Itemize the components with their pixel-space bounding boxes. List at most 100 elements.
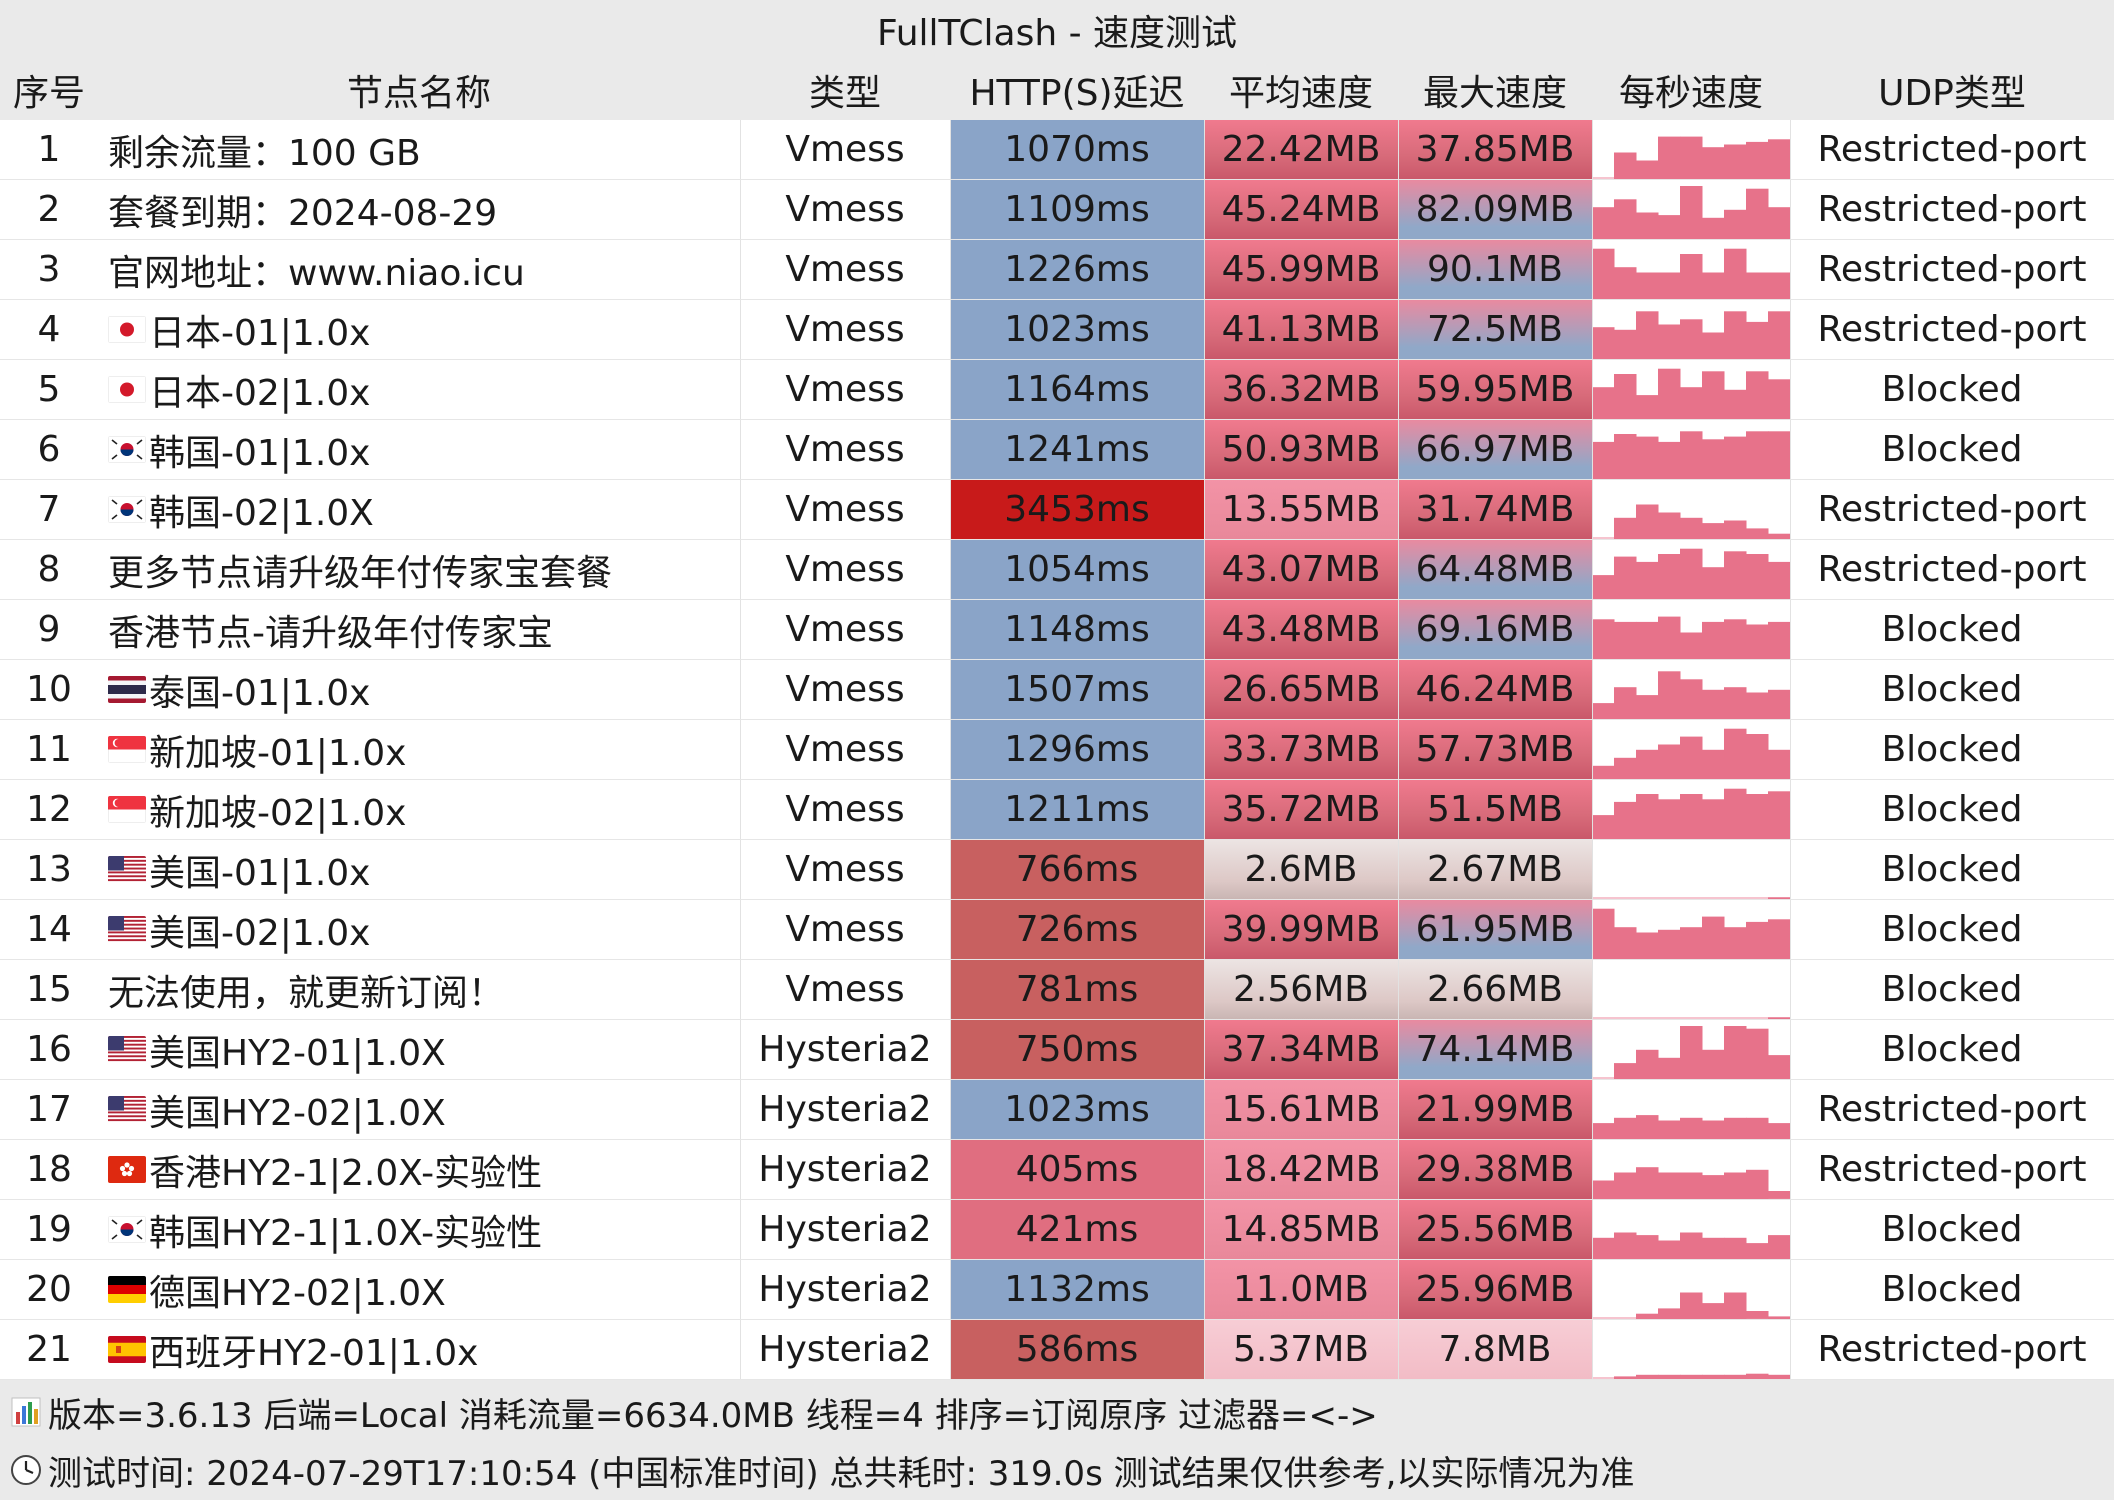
col-latency-header: HTTP(S)延迟 — [969, 73, 1185, 114]
row-divider — [0, 899, 2114, 900]
node-type: Vmess — [785, 849, 905, 890]
column-divider — [950, 1320, 951, 1380]
table-row: 17 美国HY2-02|1.0X Hysteria2 1023ms 15.61MB 21.… — [0, 1080, 2114, 1140]
sparkline-bar — [1614, 1232, 1637, 1259]
col-index-header: 序号 — [12, 73, 85, 114]
sparkline-bar — [1680, 632, 1703, 659]
sparkline-bar — [1636, 1235, 1659, 1259]
column-divider — [1398, 840, 1399, 900]
per-second-sparkline — [1592, 1232, 1790, 1259]
column-divider — [740, 540, 741, 600]
row-index: 14 — [26, 909, 72, 950]
row-divider — [0, 239, 2114, 240]
column-divider — [1398, 420, 1399, 480]
column-divider — [1204, 1020, 1205, 1080]
jp-flag-icon — [108, 376, 146, 403]
sparkline-bar — [1636, 1313, 1659, 1319]
sparkline-bar — [1702, 1120, 1725, 1139]
column-divider — [1790, 300, 1791, 360]
avg-speed-value: 45.99MB — [1204, 240, 1398, 299]
column-divider — [1592, 840, 1593, 900]
max-speed-value: 61.95MB — [1398, 900, 1592, 959]
node-name-cell: 美国-02|1.0x — [98, 900, 740, 959]
table-row: 19 韩国HY2-1|1.0X-实验性 Hysteria2 421ms 14.85MB 2… — [0, 1200, 2114, 1260]
sparkline-bar — [1658, 324, 1681, 359]
sparkline-bar — [1724, 144, 1747, 179]
window-title: FullTClash - 速度测试 — [0, 0, 2114, 60]
hk-flag-icon — [108, 1156, 146, 1183]
node-name-cell: 香港HY2-1|2.0X-实验性 — [98, 1140, 740, 1199]
max-speed-value: 51.5MB — [1398, 780, 1592, 839]
column-divider — [1204, 1320, 1205, 1380]
column-divider — [950, 720, 951, 780]
column-divider — [740, 1140, 741, 1200]
sparkline-bar — [1724, 1374, 1747, 1379]
column-divider — [1398, 720, 1399, 780]
udp-type-value: Restricted-port — [1817, 189, 2087, 230]
sparkline-bar — [1724, 619, 1747, 659]
sparkline-bar — [1614, 267, 1637, 299]
sparkline-bar — [1658, 215, 1681, 239]
node-name-cell: 美国-01|1.0x — [98, 840, 740, 899]
avg-speed-value: 41.13MB — [1204, 300, 1398, 359]
per-second-sparkline — [1592, 728, 1790, 779]
row-divider — [0, 1139, 2114, 1140]
column-divider — [1398, 240, 1399, 300]
column-divider — [950, 120, 951, 180]
sparkline-bar — [1658, 799, 1681, 839]
avg-speed-value: 2.6MB — [1204, 840, 1398, 899]
udp-type-value: Blocked — [1881, 969, 2023, 1010]
sparkline-bar — [1768, 897, 1790, 899]
node-type: Vmess — [785, 129, 905, 170]
udp-type-value: Restricted-port — [1817, 249, 2087, 290]
latency-value: 586ms — [950, 1320, 1204, 1379]
column-divider — [1204, 240, 1205, 300]
column-divider — [1398, 540, 1399, 600]
column-divider — [1790, 1020, 1791, 1080]
us-flag-icon — [108, 916, 146, 943]
sparkline-bar — [1768, 533, 1790, 539]
per-second-sparkline — [1592, 548, 1790, 599]
sparkline-bar — [1636, 1374, 1659, 1379]
latency-value: 1296ms — [950, 720, 1204, 779]
row-divider — [0, 779, 2114, 780]
latency-value: 1226ms — [950, 240, 1204, 299]
sparkline-bar — [1658, 368, 1681, 419]
sparkline-bar — [1614, 152, 1637, 179]
node-type: Vmess — [785, 429, 905, 470]
sparkline-bar — [1702, 799, 1725, 839]
column-divider — [950, 180, 951, 240]
column-divider — [1204, 1200, 1205, 1260]
node-name: 日本-02|1.0x — [149, 372, 371, 414]
column-divider — [1790, 720, 1791, 780]
sparkline-bar — [1768, 561, 1790, 599]
per-second-sparkline — [1592, 1017, 1790, 1019]
sparkline-bar — [1746, 141, 1769, 179]
column-divider — [950, 1080, 951, 1140]
th-flag-icon — [108, 676, 146, 703]
sparkline-bar — [1724, 1117, 1747, 1139]
column-divider — [1204, 540, 1205, 600]
node-type: Vmess — [785, 969, 905, 1010]
node-name-cell: 剩余流量：100 GB — [98, 120, 740, 179]
table-row: 15 无法使用，就更新订阅！ Vmess 781ms 2.56MB 2.66MB Block… — [0, 960, 2114, 1020]
sparkline-bar — [1614, 434, 1637, 479]
latency-value: 726ms — [950, 900, 1204, 959]
node-name: 香港节点-请升级年付传家宝 — [108, 612, 553, 654]
per-second-sparkline — [1592, 1292, 1790, 1319]
sparkline-bar — [1614, 757, 1637, 779]
sparkline-bar — [1724, 551, 1747, 599]
col-type-header: 类型 — [808, 73, 881, 114]
udp-type-value: Restricted-port — [1817, 1089, 2087, 1130]
avg-speed-value: 5.37MB — [1204, 1320, 1398, 1379]
sparkline-bar — [1636, 1049, 1659, 1079]
sparkline-bar — [1592, 703, 1615, 719]
latency-value: 1132ms — [950, 1260, 1204, 1319]
row-index: 21 — [26, 1329, 72, 1370]
row-divider — [0, 599, 2114, 600]
latency-value: 1023ms — [950, 1080, 1204, 1139]
sparkline-bar — [1702, 217, 1725, 239]
per-second-sparkline — [1592, 788, 1790, 839]
column-divider — [1592, 1200, 1593, 1260]
sparkline-bar — [1724, 1237, 1747, 1259]
